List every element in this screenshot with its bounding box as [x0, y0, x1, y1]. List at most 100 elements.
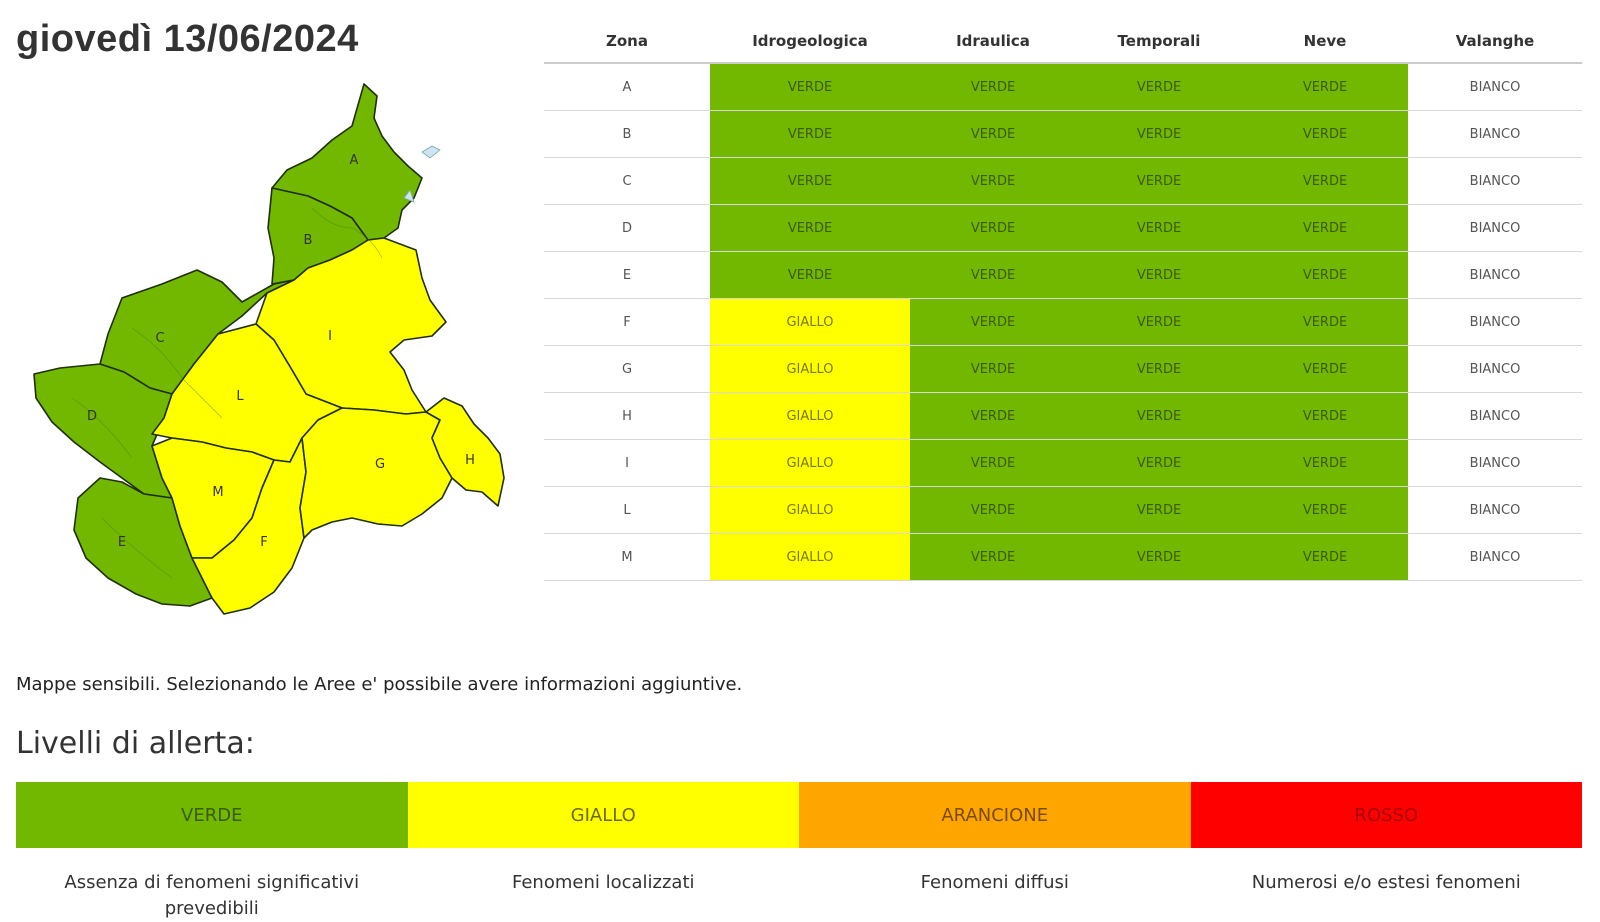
legend-descriptions: Assenza di fenomeni significativi preved…	[16, 870, 1582, 922]
idraulica-cell: VERDE	[910, 63, 1076, 111]
idrogeologica-cell: GIALLO	[710, 298, 910, 346]
zone-labels: A B C D E F G H I L M	[87, 153, 475, 550]
zone-cell: C	[544, 157, 710, 205]
idrogeologica-cell: VERDE	[710, 157, 910, 205]
idrogeologica-cell: GIALLO	[710, 345, 910, 393]
neve-cell: VERDE	[1242, 157, 1408, 205]
neve-cell: VERDE	[1242, 392, 1408, 440]
neve-cell: VERDE	[1242, 486, 1408, 534]
idrogeologica-cell: GIALLO	[710, 533, 910, 581]
header-idrogeologica: Idrogeologica	[710, 20, 910, 64]
map-label-c: C	[155, 331, 164, 346]
legend-bar: VERDE GIALLO ARANCIONE ROSSO	[16, 782, 1582, 848]
neve-cell: VERDE	[1242, 63, 1408, 111]
temporali-cell: VERDE	[1076, 345, 1242, 393]
temporali-cell: VERDE	[1076, 392, 1242, 440]
zone-cell: F	[544, 298, 710, 346]
piemonte-alert-map: A B C D E F G H I L M	[12, 78, 532, 638]
table-row: E VERDE VERDE VERDE VERDE BIANCO	[544, 251, 1582, 299]
idrogeologica-cell: GIALLO	[710, 439, 910, 487]
river-lines	[71, 207, 383, 579]
zone-cell: L	[544, 486, 710, 534]
lake-mark	[403, 145, 441, 203]
legend-desc-verde: Assenza di fenomeni significativi preved…	[64, 872, 360, 919]
valanghe-cell: BIANCO	[1408, 157, 1582, 205]
idraulica-cell: VERDE	[910, 486, 1076, 534]
legend-level-rosso: ROSSO	[1190, 782, 1582, 848]
temporali-cell: VERDE	[1076, 298, 1242, 346]
map-label-g: G	[375, 457, 385, 472]
zone-cell: D	[544, 204, 710, 252]
idraulica-cell: VERDE	[910, 157, 1076, 205]
table-row: H GIALLO VERDE VERDE VERDE BIANCO	[544, 392, 1582, 440]
temporali-cell: VERDE	[1076, 251, 1242, 299]
header-zona: Zona	[544, 20, 710, 64]
map-label-i: I	[328, 329, 332, 344]
idraulica-cell: VERDE	[910, 110, 1076, 158]
idraulica-cell: VERDE	[910, 345, 1076, 393]
idraulica-cell: VERDE	[910, 533, 1076, 581]
neve-cell: VERDE	[1242, 110, 1408, 158]
legend-level-verde: VERDE	[16, 782, 408, 848]
map-label-f: F	[260, 535, 267, 550]
legend-desc-arancione: Fenomeni diffusi	[920, 872, 1069, 893]
idrogeologica-cell: VERDE	[710, 63, 910, 111]
neve-cell: VERDE	[1242, 298, 1408, 346]
table-row: B VERDE VERDE VERDE VERDE BIANCO	[544, 110, 1582, 158]
map-zone-e[interactable]	[73, 477, 213, 607]
idraulica-cell: VERDE	[910, 392, 1076, 440]
zone-cell: H	[544, 392, 710, 440]
header-neve: Neve	[1242, 20, 1408, 64]
header-valanghe: Valanghe	[1408, 20, 1582, 64]
neve-cell: VERDE	[1242, 439, 1408, 487]
map-label-h: H	[465, 453, 475, 468]
neve-cell: VERDE	[1242, 204, 1408, 252]
table-row: C VERDE VERDE VERDE VERDE BIANCO	[544, 157, 1582, 205]
map-label-m: M	[212, 485, 223, 500]
zone-cell: G	[544, 345, 710, 393]
zone-cell: A	[544, 63, 710, 111]
idraulica-cell: VERDE	[910, 204, 1076, 252]
table-row: I GIALLO VERDE VERDE VERDE BIANCO	[544, 439, 1582, 487]
valanghe-cell: BIANCO	[1408, 392, 1582, 440]
temporali-cell: VERDE	[1076, 204, 1242, 252]
header-temporali: Temporali	[1076, 20, 1242, 64]
table-header-row: Zona Idrogeologica Idraulica Temporali N…	[544, 20, 1582, 64]
neve-cell: VERDE	[1242, 533, 1408, 581]
map-label-l: L	[236, 389, 244, 404]
map-zone-h[interactable]	[425, 397, 505, 507]
legend-desc-giallo: Fenomeni localizzati	[511, 872, 695, 893]
table-row: M GIALLO VERDE VERDE VERDE BIANCO	[544, 533, 1582, 581]
table-row: F GIALLO VERDE VERDE VERDE BIANCO	[544, 298, 1582, 346]
temporali-cell: VERDE	[1076, 63, 1242, 111]
map-label-b: B	[304, 233, 313, 248]
table-row: A VERDE VERDE VERDE VERDE BIANCO	[544, 63, 1582, 111]
table-row: G GIALLO VERDE VERDE VERDE BIANCO	[544, 345, 1582, 393]
valanghe-cell: BIANCO	[1408, 486, 1582, 534]
header-idraulica: Idraulica	[910, 20, 1076, 64]
idrogeologica-cell: VERDE	[710, 251, 910, 299]
valanghe-cell: BIANCO	[1408, 204, 1582, 252]
table-row: D VERDE VERDE VERDE VERDE BIANCO	[544, 204, 1582, 252]
map-label-a: A	[350, 153, 359, 168]
temporali-cell: VERDE	[1076, 486, 1242, 534]
map-label-e: E	[118, 535, 126, 550]
temporali-cell: VERDE	[1076, 533, 1242, 581]
map-zone-g[interactable]	[299, 407, 453, 539]
idrogeologica-cell: VERDE	[710, 110, 910, 158]
valanghe-cell: BIANCO	[1408, 345, 1582, 393]
idraulica-cell: VERDE	[910, 439, 1076, 487]
map-note: Mappe sensibili. Selezionando le Aree e'…	[16, 674, 743, 695]
zone-cell: I	[544, 439, 710, 487]
temporali-cell: VERDE	[1076, 439, 1242, 487]
valanghe-cell: BIANCO	[1408, 251, 1582, 299]
neve-cell: VERDE	[1242, 345, 1408, 393]
idraulica-cell: VERDE	[910, 251, 1076, 299]
idrogeologica-cell: VERDE	[710, 204, 910, 252]
valanghe-cell: BIANCO	[1408, 533, 1582, 581]
zone-cell: M	[544, 533, 710, 581]
legend-level-giallo: GIALLO	[407, 782, 799, 848]
legend-desc-rosso: Numerosi e/o estesi fenomeni	[1251, 872, 1521, 893]
temporali-cell: VERDE	[1076, 110, 1242, 158]
page-title: giovedì 13/06/2024	[16, 18, 359, 60]
